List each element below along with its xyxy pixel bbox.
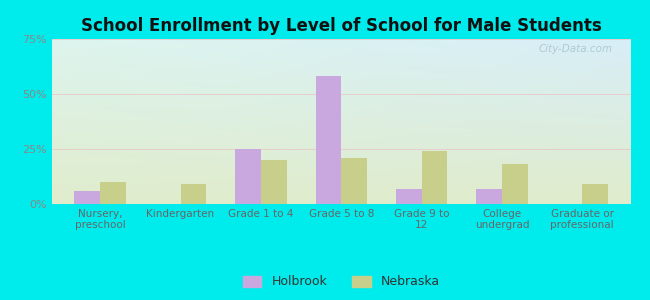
Bar [476, 189, 502, 204]
Bar [235, 149, 261, 204]
Bar [315, 76, 341, 204]
Bar [261, 160, 287, 204]
Bar [502, 164, 528, 204]
Text: City-Data.com: City-Data.com [539, 44, 613, 54]
Bar [582, 184, 608, 204]
Bar [100, 182, 126, 204]
Bar [396, 189, 422, 204]
Title: School Enrollment by Level of School for Male Students: School Enrollment by Level of School for… [81, 17, 602, 35]
Legend: Holbrook, Nebraska: Holbrook, Nebraska [237, 271, 445, 293]
Bar [75, 191, 100, 204]
Bar [341, 158, 367, 204]
Bar [422, 151, 447, 204]
Bar [181, 184, 206, 204]
